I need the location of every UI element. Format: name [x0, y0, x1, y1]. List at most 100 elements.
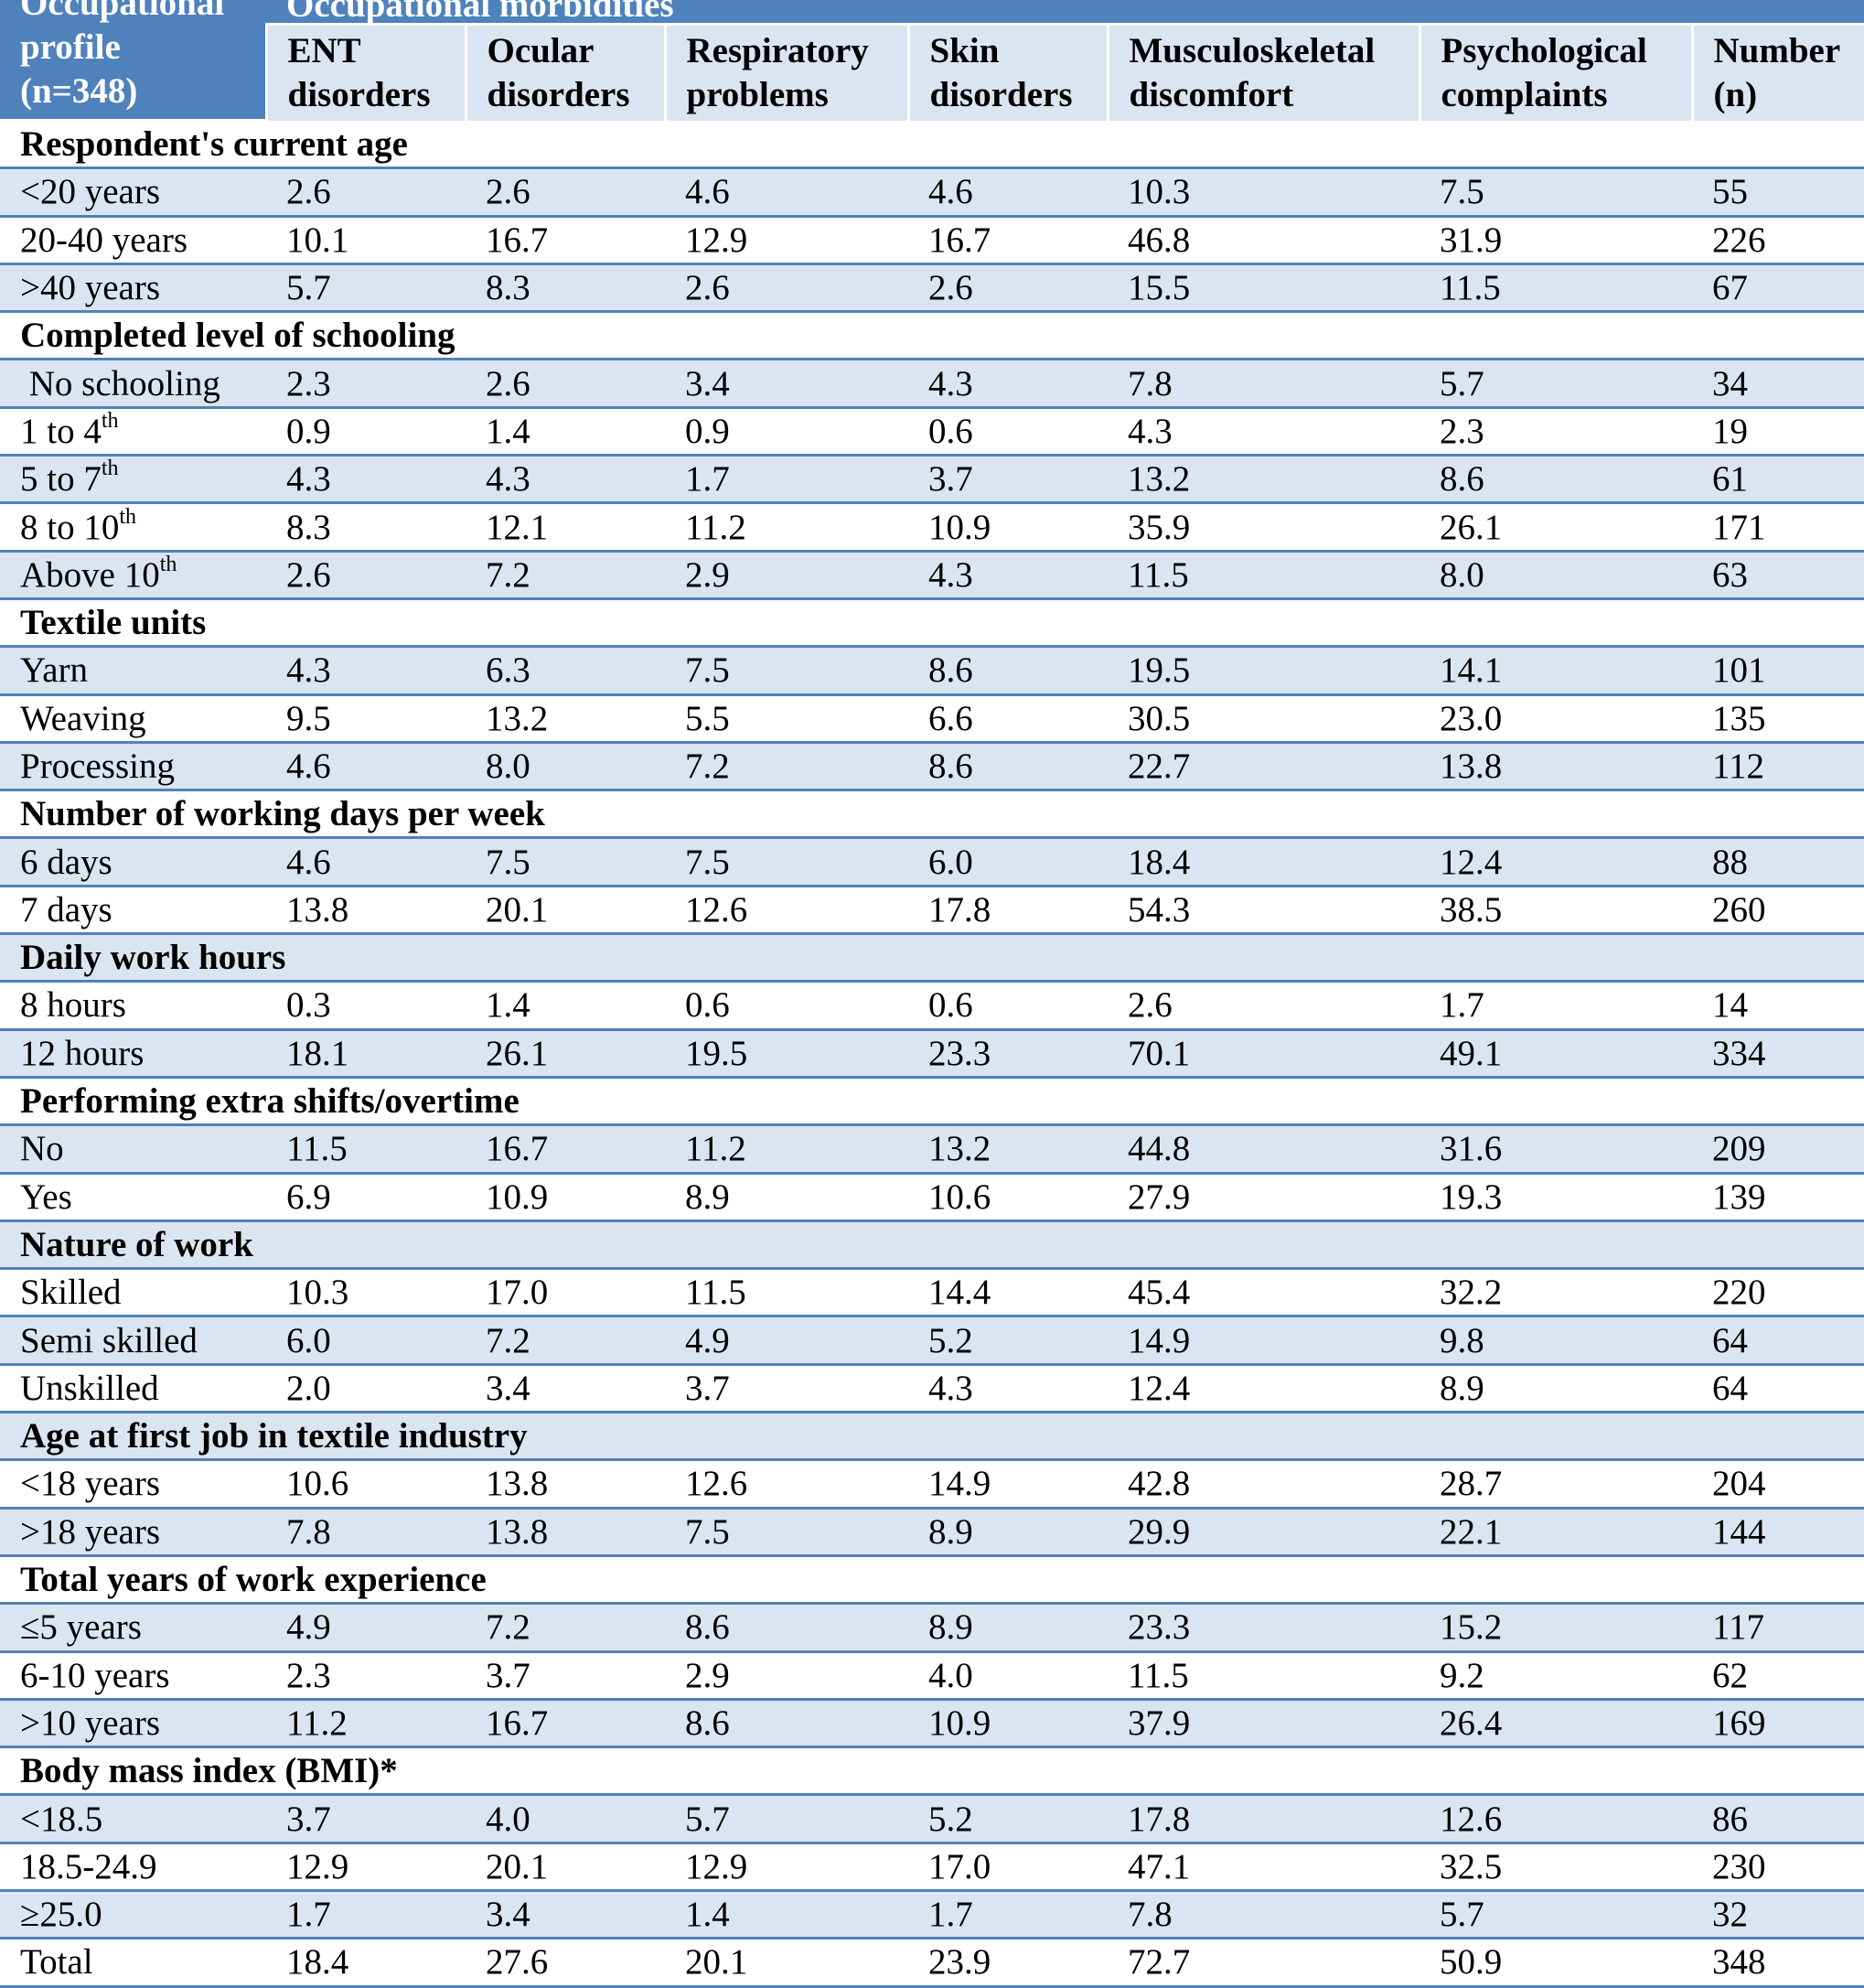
percent-cell: 8.6 [665, 1699, 908, 1746]
percent-cell: 6.0 [266, 1316, 466, 1364]
row-label-text: ≥25.0 [20, 1895, 102, 1934]
count-cell: 220 [1692, 1269, 1864, 1316]
percent-cell: 22.1 [1419, 1508, 1692, 1555]
percent-cell: 6.0 [908, 838, 1108, 886]
percent-cell: 12.4 [1108, 1364, 1419, 1412]
column-header-line: Musculoskeletal [1130, 29, 1419, 73]
row-label: Unskilled [0, 1364, 266, 1412]
count-cell: 117 [1692, 1604, 1864, 1651]
row-label: <18.5 [0, 1795, 266, 1843]
row-label-text: Unskilled [20, 1369, 159, 1408]
percent-cell: 2.6 [908, 263, 1108, 311]
percent-cell: 31.6 [1419, 1125, 1692, 1173]
column-header-line: Number [1714, 29, 1864, 73]
count-cell: 34 [1692, 360, 1864, 407]
column-header-line: disorders [487, 73, 664, 117]
percent-cell: 32.5 [1419, 1843, 1692, 1890]
percent-cell: 49.1 [1419, 1029, 1692, 1077]
count-cell: 32 [1692, 1890, 1864, 1938]
percent-cell: 27.9 [1108, 1173, 1419, 1220]
percent-cell: 0.9 [665, 407, 908, 455]
percent-cell: 10.9 [908, 503, 1108, 551]
percent-cell: 1.7 [908, 1890, 1108, 1938]
count-cell: 169 [1692, 1699, 1864, 1746]
percent-cell: 6.3 [466, 647, 665, 694]
section-row: Nature of work [0, 1220, 1864, 1268]
column-header-line: Psychological [1441, 29, 1691, 73]
percent-cell: 8.6 [1419, 456, 1692, 503]
section-heading: Textile units [0, 598, 1864, 646]
row-label-text: 12 hours [20, 1034, 144, 1073]
percent-cell: 11.5 [665, 1269, 908, 1316]
section-row: Completed level of schooling [0, 312, 1864, 360]
percent-cell: 10.9 [908, 1699, 1108, 1746]
percent-cell: 1.7 [266, 1890, 466, 1938]
percent-cell: 2.6 [665, 263, 908, 311]
percent-cell: 10.9 [466, 1173, 665, 1220]
row-label-text: >18 years [20, 1512, 160, 1552]
percent-cell: 13.8 [466, 1508, 665, 1555]
row-label-text: <18.5 [20, 1800, 102, 1839]
count-cell: 55 [1692, 168, 1864, 216]
section-heading: Body mass index (BMI)* [0, 1747, 1864, 1795]
percent-cell: 17.0 [908, 1843, 1108, 1890]
percent-cell: 16.7 [466, 216, 665, 263]
percent-cell: 4.3 [908, 360, 1108, 407]
count-cell: 63 [1692, 551, 1864, 598]
percent-cell: 0.6 [908, 407, 1108, 455]
percent-cell: 5.7 [1419, 360, 1692, 407]
row-label: 5 to 7th [0, 456, 266, 503]
percent-cell: 11.5 [1419, 263, 1692, 311]
row-label-text: <18 years [20, 1464, 160, 1503]
column-header-line: Ocular [487, 29, 664, 73]
percent-cell: 18.1 [266, 1029, 466, 1077]
percent-cell: 4.3 [266, 456, 466, 503]
percent-cell: 11.5 [266, 1125, 466, 1173]
row-label-text: No schooling [20, 364, 220, 403]
row-label: ≤5 years [0, 1604, 266, 1651]
percent-cell: 3.7 [466, 1651, 665, 1699]
percent-cell: 8.9 [908, 1604, 1108, 1651]
percent-cell: 20.1 [665, 1939, 908, 1986]
percent-cell: 8.6 [908, 647, 1108, 694]
percent-cell: 0.6 [665, 982, 908, 1029]
percent-cell: 19.5 [1108, 647, 1419, 694]
percent-cell: 0.9 [266, 407, 466, 455]
row-label: <18 years [0, 1460, 266, 1508]
row-label-text: 8 hours [20, 985, 126, 1025]
column-header-line: Respiratory [687, 29, 907, 73]
section-row: Age at first job in textile industry [0, 1413, 1864, 1460]
percent-cell: 4.6 [665, 168, 908, 216]
percent-cell: 8.9 [908, 1508, 1108, 1555]
percent-cell: 5.2 [908, 1316, 1108, 1364]
section-row: Body mass index (BMI)* [0, 1747, 1864, 1795]
percent-cell: 4.6 [266, 742, 466, 790]
percent-cell: 14.4 [908, 1269, 1108, 1316]
percent-cell: 18.4 [266, 1939, 466, 1986]
percent-cell: 72.7 [1108, 1939, 1419, 1986]
percent-cell: 11.2 [266, 1699, 466, 1746]
ordinal-superscript: th [102, 457, 119, 480]
percent-cell: 8.6 [665, 1604, 908, 1651]
percent-cell: 29.9 [1108, 1508, 1419, 1555]
section-row: Number of working days per week [0, 790, 1864, 838]
ordinal-superscript: th [102, 409, 119, 433]
section-heading: Daily work hours [0, 934, 1864, 982]
percent-cell: 16.7 [466, 1699, 665, 1746]
percent-cell: 9.5 [266, 694, 466, 742]
percent-cell: 14.1 [1419, 647, 1692, 694]
percent-cell: 31.9 [1419, 216, 1692, 263]
column-header-line: Skin [930, 29, 1107, 73]
percent-cell: 17.0 [466, 1269, 665, 1316]
section-heading: Performing extra shifts/overtime [0, 1077, 1864, 1124]
